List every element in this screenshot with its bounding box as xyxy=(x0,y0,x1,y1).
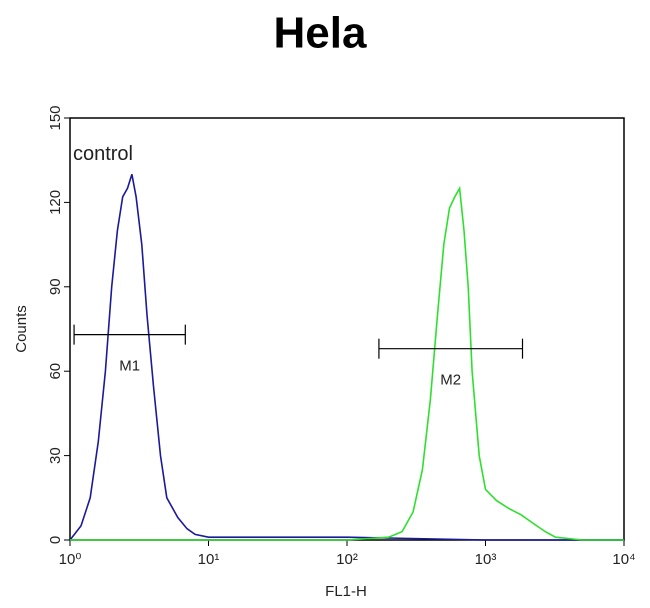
marker-label: M2 xyxy=(440,372,461,389)
y-tick-label: 150 xyxy=(47,105,64,130)
annotation: control xyxy=(73,143,133,165)
y-tick-label: 120 xyxy=(47,190,64,215)
y-tick-label: 90 xyxy=(47,278,64,295)
series-line xyxy=(69,174,624,541)
y-tick-label: 0 xyxy=(47,536,64,544)
series-line xyxy=(70,185,624,541)
x-tick-label: 10² xyxy=(336,551,358,568)
y-axis-label: Counts xyxy=(13,305,30,353)
x-tick-label: 10⁰ xyxy=(59,551,82,568)
x-axis-label: FL1-H xyxy=(325,583,367,600)
x-tick-label: 10¹ xyxy=(198,551,220,568)
chart-title: Hela xyxy=(274,9,367,58)
y-tick-label: 60 xyxy=(47,363,64,380)
x-tick-label: 10³ xyxy=(475,551,497,568)
plot-frame xyxy=(69,117,625,541)
marker-label: M1 xyxy=(119,358,140,375)
x-tick-label: 10⁴ xyxy=(612,551,635,568)
y-tick-label: 30 xyxy=(47,447,64,464)
